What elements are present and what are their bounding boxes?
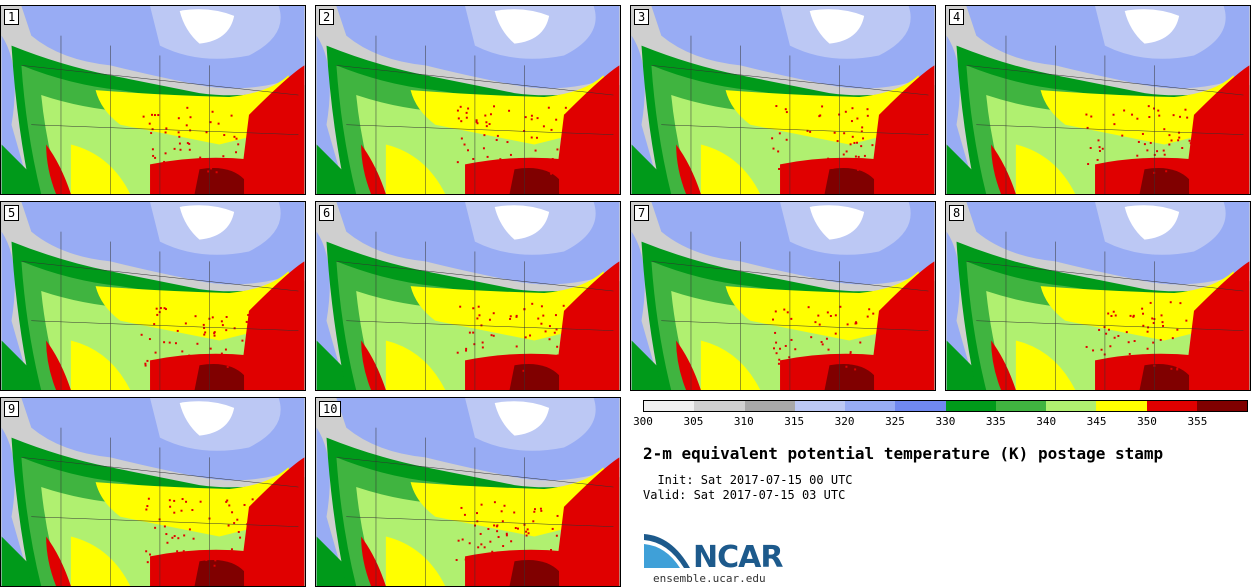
logo-text: NCAR — [693, 540, 783, 575]
legend-tick: 330 — [935, 415, 956, 428]
panel-number: 7 — [634, 205, 650, 221]
map-image — [316, 202, 620, 390]
map-panel-1: 1 — [0, 5, 306, 195]
map-image — [946, 6, 1250, 194]
map-panel-8: 8 — [945, 201, 1251, 391]
legend-tick: 310 — [733, 415, 754, 428]
legend-swatch — [945, 401, 996, 411]
legend-tick: 300 — [633, 415, 653, 428]
legend-swatch — [1096, 401, 1147, 411]
map-image — [946, 202, 1250, 390]
panel-number: 2 — [319, 9, 335, 25]
legend-swatch — [1146, 401, 1197, 411]
chart-title: 2-m equivalent potential temperature (K)… — [643, 444, 1164, 463]
logo-url: ensemble.ucar.edu — [653, 572, 766, 585]
map-image — [316, 398, 620, 586]
legend-tick: 335 — [985, 415, 1006, 428]
map-image — [1, 6, 305, 194]
legend-swatch — [1046, 401, 1097, 411]
map-panel-9: 9 — [0, 397, 306, 587]
legend-swatch — [644, 401, 695, 411]
map-panel-6: 6 — [315, 201, 621, 391]
panel-number: 1 — [4, 9, 20, 25]
map-panel-2: 2 — [315, 5, 621, 195]
legend-colorbar — [643, 400, 1248, 412]
legend-tick: 355 — [1187, 415, 1208, 428]
panel-number: 10 — [319, 401, 342, 417]
map-image — [1, 202, 305, 390]
legend-swatch — [995, 401, 1046, 411]
panel-number: 5 — [4, 205, 20, 221]
map-image — [316, 6, 620, 194]
legend-tick: 305 — [683, 415, 704, 428]
legend-swatch — [744, 401, 795, 411]
legend-swatch — [845, 401, 896, 411]
panel-number: 9 — [4, 401, 20, 417]
panel-number: 8 — [949, 205, 965, 221]
map-panel-10: 10 — [315, 397, 621, 587]
legend-tick: 325 — [885, 415, 905, 428]
panel-number: 4 — [949, 9, 965, 25]
ncar-logo-icon — [644, 534, 690, 568]
legend-swatch — [794, 401, 845, 411]
map-panel-7: 7 — [630, 201, 936, 391]
legend-swatch — [1196, 401, 1247, 411]
legend-swatch — [895, 401, 946, 411]
map-image — [631, 6, 935, 194]
map-panel-4: 4 — [945, 5, 1251, 195]
panel-number: 3 — [634, 9, 650, 25]
legend-tick: 320 — [834, 415, 855, 428]
legend-swatch — [694, 401, 745, 411]
color-legend: 300 305 310 315 320 325 330 335 340 345 … — [633, 400, 1248, 430]
map-panel-5: 5 — [0, 201, 306, 391]
map-image — [1, 398, 305, 586]
legend-tick: 315 — [784, 415, 805, 428]
valid-time: Valid: Sat 2017-07-15 03 UTC — [643, 488, 846, 502]
init-time: Init: Sat 2017-07-15 00 UTC — [643, 473, 853, 487]
legend-tick: 345 — [1086, 415, 1107, 428]
legend-tick: 340 — [1036, 415, 1057, 428]
map-panel-3: 3 — [630, 5, 936, 195]
panel-number: 6 — [319, 205, 335, 221]
legend-tick: 350 — [1137, 415, 1157, 428]
map-image — [631, 202, 935, 390]
